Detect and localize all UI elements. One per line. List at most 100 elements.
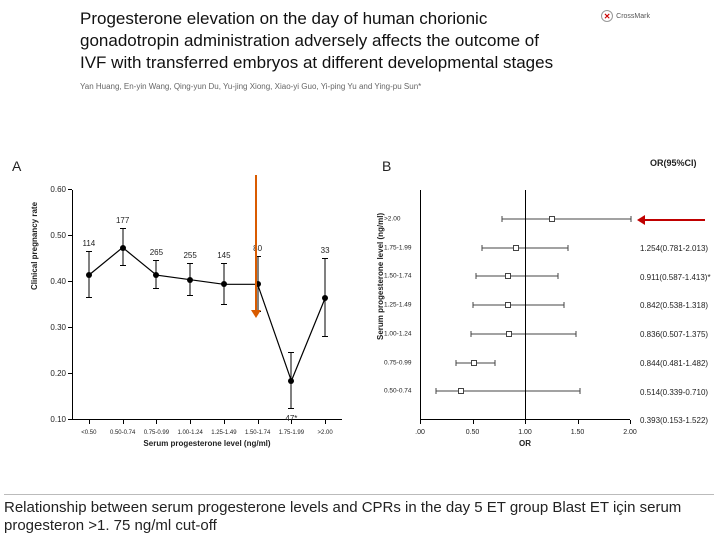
chart-b-ci-cap xyxy=(564,302,565,308)
chart-a-xtick xyxy=(156,420,157,424)
chart-b-ytick-label: 1.25-1.49 xyxy=(384,302,411,309)
or-value: 0.393(0.153-1.522) xyxy=(640,416,708,425)
or-value: 0.844(0.481-1.482) xyxy=(640,359,708,368)
chart-b-xtick xyxy=(630,420,631,424)
chart-b-ytick-label: 0.75-0.99 xyxy=(384,359,411,366)
chart-a-ytick-label: 0.20 xyxy=(40,369,66,378)
chart-a-errcap xyxy=(288,352,294,353)
chart-a-point xyxy=(120,245,126,251)
chart-a-xtick-label: <0.50 xyxy=(81,430,96,436)
chart-a-n-label: 114 xyxy=(82,239,95,248)
chart-b-xtick-label: 0.50 xyxy=(466,429,480,436)
chart-b-xtick-label: 1.50 xyxy=(571,429,585,436)
or-value: 0.911(0.587-1.413)* xyxy=(640,273,711,282)
chart-a-xtick xyxy=(224,420,225,424)
or-value: 0.836(0.507-1.375) xyxy=(640,330,708,339)
chart-a-errcap xyxy=(221,304,227,305)
chart-a-n-label: 33 xyxy=(321,246,330,255)
chart-a-errcap xyxy=(153,260,159,261)
chart-b-ci xyxy=(502,218,631,219)
chart-b-point xyxy=(458,388,464,394)
chart-b-point xyxy=(505,302,511,308)
or-value: 1.254(0.781-2.013) xyxy=(640,244,708,253)
crossmark-badge: ✕ CrossMark xyxy=(601,10,650,22)
chart-a-errcap xyxy=(86,297,92,298)
chart-a-errcap xyxy=(322,258,328,259)
page: { "title": "Progesterone elevation on th… xyxy=(0,0,720,540)
chart-b-point xyxy=(505,273,511,279)
chart-b-ci-cap xyxy=(558,273,559,279)
caption-text: Relationship between serum progesterone … xyxy=(4,494,714,537)
chart-b-point xyxy=(506,331,512,337)
chart-b-ci-cap xyxy=(575,331,576,337)
chart-b-point xyxy=(471,360,477,366)
crossmark-icon: ✕ xyxy=(601,10,613,22)
chart-b-ci-cap xyxy=(436,388,437,394)
or-header: OR(95%CI) xyxy=(650,158,697,168)
chart-b-ci-cap xyxy=(494,360,495,366)
chart-a-xlabel: Serum progesterone level (ng/ml) xyxy=(72,439,342,448)
chart-a-xtick xyxy=(291,420,292,424)
arrow-left-icon xyxy=(645,219,705,221)
chart-b-ci-cap xyxy=(502,216,503,222)
chart-b-point xyxy=(513,245,519,251)
chart-a-point xyxy=(153,272,159,278)
chart-b-xtick xyxy=(473,420,474,424)
chart-b-ci-cap xyxy=(473,302,474,308)
chart-b-ci-cap xyxy=(470,331,471,337)
chart-a-n-label: 265 xyxy=(150,248,163,257)
chart-a-errcap xyxy=(153,288,159,289)
chart-a-ytick-label: 0.30 xyxy=(40,323,66,332)
chart-a-errcap xyxy=(288,408,294,409)
title-block: Progesterone elevation on the day of hum… xyxy=(80,8,560,91)
chart-b-ytick-label: 1.50-1.74 xyxy=(384,273,411,280)
or-value: 0.842(0.538-1.318) xyxy=(640,301,708,310)
chart-a-n-label: 145 xyxy=(217,251,230,260)
chart-a-errcap xyxy=(221,263,227,264)
chart-a-ytick-label: 0.60 xyxy=(40,185,66,194)
chart-a-point xyxy=(322,295,328,301)
chart-a-xtick-label: 1.25-1.49 xyxy=(211,430,236,436)
chart-a-xtick-label: 0.50-0.74 xyxy=(110,430,135,436)
chart-b-xtick-label: 2.00 xyxy=(623,429,637,436)
chart-a-errcap xyxy=(187,263,193,264)
chart-a-xtick-label: >2.00 xyxy=(318,430,333,436)
chart-a-ytick xyxy=(68,235,72,236)
chart-b-ci xyxy=(473,305,564,306)
chart-b-ci-cap xyxy=(568,245,569,251)
chart-b-xtick xyxy=(525,420,526,424)
chart-b-ytick-label: 1.75-1.99 xyxy=(384,244,411,251)
chart-a-xtick-label: 1.75-1.99 xyxy=(279,430,304,436)
chart-a-errcap xyxy=(86,251,92,252)
chart-a-xtick xyxy=(325,420,326,424)
chart-b-ytick-label: 1.00-1.24 xyxy=(384,330,411,337)
chart-b-xtick xyxy=(578,420,579,424)
chart-b-xtick-label: 1.00 xyxy=(518,429,532,436)
paper-title: Progesterone elevation on the day of hum… xyxy=(80,8,560,74)
chart-b-xlabel: OR xyxy=(420,439,630,448)
chart-a-line xyxy=(72,190,342,420)
chart-a-xtick-label: 1.50-1.74 xyxy=(245,430,270,436)
chart-b-ci xyxy=(476,276,558,277)
chart-a-xtick xyxy=(89,420,90,424)
chart-a-xtick xyxy=(258,420,259,424)
chart-b-ci xyxy=(471,333,576,334)
chart-a-ytick-label: 0.10 xyxy=(40,415,66,424)
chart-a-ytick xyxy=(68,189,72,190)
chart-a-errcap xyxy=(322,336,328,337)
chart-a-point xyxy=(288,378,294,384)
chart-b: Serum progesterone level (ng/ml) OR .000… xyxy=(380,170,640,450)
chart-a-point xyxy=(221,281,227,287)
chart-a-n-label: 177 xyxy=(116,216,129,225)
chart-b-xtick-label: .00 xyxy=(415,429,425,436)
chart-a-xtick xyxy=(190,420,191,424)
chart-b-ytick-label: 0.50-0.74 xyxy=(384,388,411,395)
chart-a-errcap xyxy=(120,228,126,229)
chart-b-ci-cap xyxy=(631,216,632,222)
chart-a-ytick-label: 0.40 xyxy=(40,277,66,286)
chart-a-errcap xyxy=(187,295,193,296)
panel-a-label: A xyxy=(12,158,21,174)
chart-a-ytick-label: 0.50 xyxy=(40,231,66,240)
chart-b-ci-cap xyxy=(455,360,456,366)
chart-a-xtick-label: 0.75-0.99 xyxy=(144,430,169,436)
